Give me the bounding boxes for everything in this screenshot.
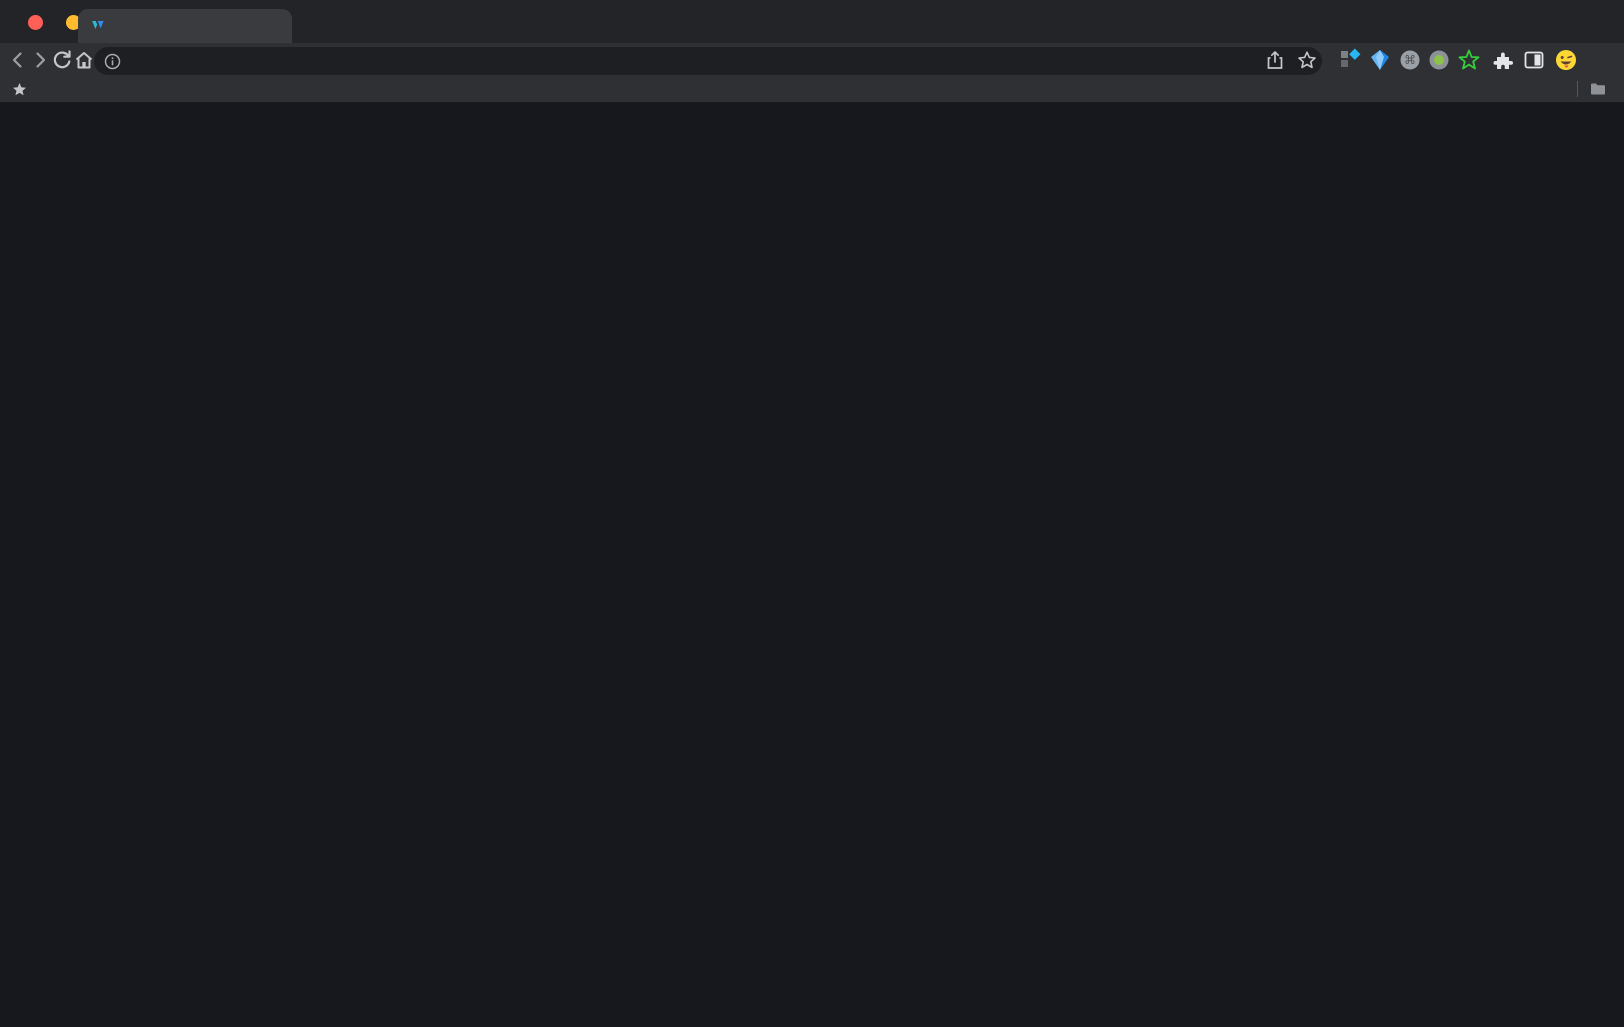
chart-bar-grouped[interactable] bbox=[40, 148, 470, 383]
chart-donut[interactable] bbox=[560, 640, 964, 903]
forward-icon[interactable] bbox=[28, 48, 52, 72]
chart-line-two-series[interactable] bbox=[40, 425, 470, 665]
chart-bar-horizontal[interactable] bbox=[505, 148, 905, 383]
bookmarks-manager[interactable] bbox=[12, 82, 33, 97]
home-icon[interactable] bbox=[72, 48, 96, 72]
share-icon[interactable] bbox=[1264, 49, 1286, 71]
url-bar[interactable] bbox=[94, 47, 1322, 75]
window-close-button[interactable] bbox=[28, 15, 43, 30]
extension-record-icon[interactable] bbox=[1427, 48, 1451, 72]
bookmarks-separator bbox=[1577, 81, 1578, 97]
tab-strip bbox=[0, 0, 1624, 43]
bookmarks-right-group bbox=[1565, 81, 1612, 97]
window-minimize-button[interactable] bbox=[66, 15, 81, 30]
tab-favicon bbox=[92, 21, 104, 29]
chart-line-gradient[interactable] bbox=[490, 398, 900, 633]
chart-area-single[interactable] bbox=[990, 385, 1400, 620]
chart-area-two-series[interactable] bbox=[100, 683, 520, 928]
reload-icon[interactable] bbox=[50, 48, 74, 72]
bookmark-star-icon[interactable] bbox=[1296, 49, 1318, 71]
browser-tab[interactable] bbox=[78, 9, 292, 43]
extension-kite-icon[interactable] bbox=[1368, 48, 1392, 72]
chart-gauge[interactable] bbox=[1085, 658, 1317, 898]
emoji-extension-icon[interactable] bbox=[1554, 48, 1578, 72]
back-icon[interactable] bbox=[6, 48, 30, 72]
site-info-icon[interactable] bbox=[104, 53, 121, 70]
folder-icon bbox=[1591, 83, 1605, 95]
extensions-puzzle-icon[interactable] bbox=[1492, 48, 1516, 72]
other-bookmarks[interactable] bbox=[1590, 82, 1612, 96]
bookmarks-bar bbox=[0, 76, 1624, 103]
extension-star-icon[interactable] bbox=[1457, 48, 1481, 72]
chart-city-progress[interactable] bbox=[1000, 152, 1430, 387]
extension-proxy-icon[interactable] bbox=[1338, 48, 1362, 72]
preview-page bbox=[0, 103, 1624, 1027]
reading-mode-icon[interactable] bbox=[1522, 48, 1546, 72]
bookmarks-star-icon bbox=[13, 82, 26, 95]
svg-text:⌘: ⌘ bbox=[1404, 53, 1416, 67]
extension-command-icon[interactable]: ⌘ bbox=[1398, 48, 1422, 72]
